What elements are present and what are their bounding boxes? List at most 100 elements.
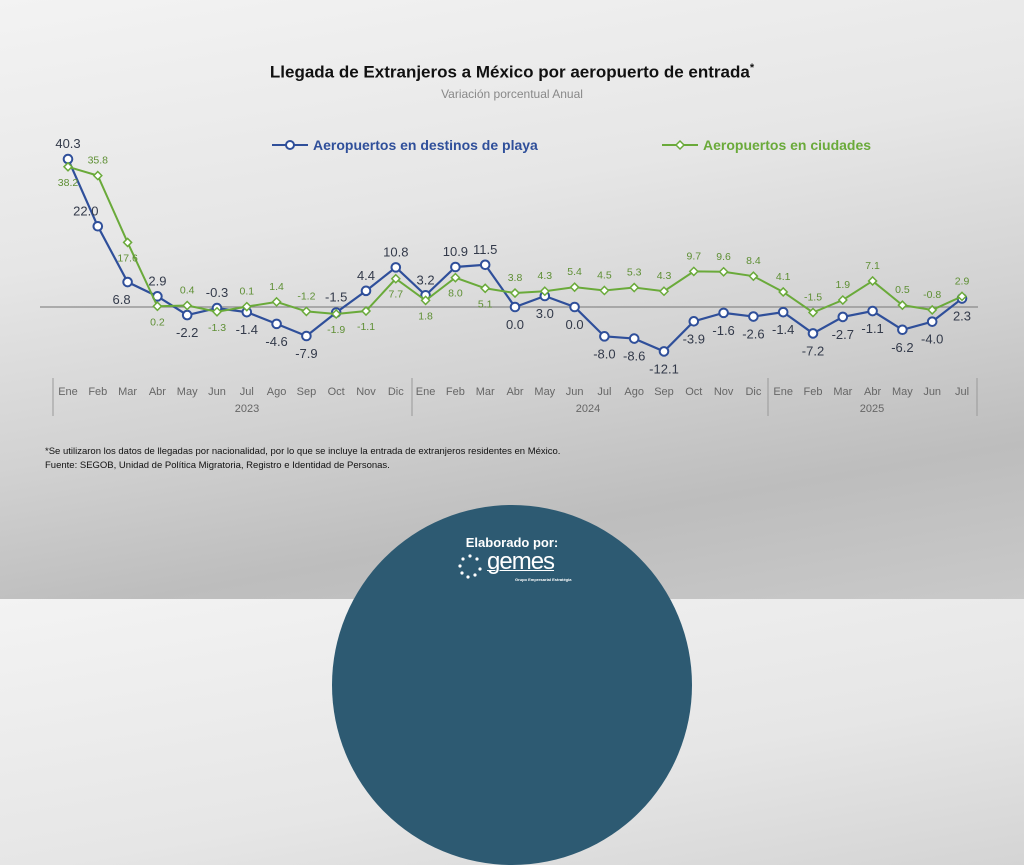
data-point bbox=[807, 307, 819, 318]
x-tick-label: Oct bbox=[685, 386, 702, 398]
chart-title: Llegada de Extranjeros a México por aero… bbox=[0, 62, 1024, 83]
data-point bbox=[897, 300, 908, 311]
x-tick-label: Jul bbox=[955, 386, 969, 398]
data-label: 4.3 bbox=[657, 270, 672, 282]
x-tick-label: Abr bbox=[149, 386, 166, 398]
x-tick-label: Jul bbox=[240, 386, 254, 398]
data-point bbox=[718, 266, 729, 277]
data-label: 5.4 bbox=[567, 266, 582, 278]
data-point bbox=[301, 330, 312, 342]
data-point bbox=[569, 282, 580, 293]
x-tick-label: Jul bbox=[597, 386, 611, 398]
data-label: 0.0 bbox=[506, 317, 524, 332]
data-label: 7.7 bbox=[388, 289, 403, 301]
x-tick-label: Nov bbox=[714, 386, 734, 398]
x-tick-label: Feb bbox=[804, 386, 823, 398]
data-point bbox=[509, 301, 521, 313]
data-point bbox=[390, 273, 401, 284]
gemes-logo: gemes Grupo Empresarial Estratégia bbox=[455, 548, 575, 586]
data-label: -1.4 bbox=[772, 322, 794, 337]
data-point bbox=[956, 291, 968, 302]
line-chart: Ene Feb Mar Abr May Jun Jul Ago Sep Oct Nov Dic Ene F… bbox=[40, 136, 978, 416]
x-tick-label: Nov bbox=[356, 386, 376, 398]
legend-marker-diamond-icon bbox=[674, 139, 686, 151]
footnote: *Se utilizaron los datos de llegadas por… bbox=[45, 446, 561, 457]
logo-dots-icon bbox=[458, 554, 482, 579]
data-label: 6.8 bbox=[113, 292, 131, 307]
data-label: 40.3 bbox=[55, 136, 80, 151]
x-tick-label: Dic bbox=[745, 386, 761, 398]
data-label: 1.4 bbox=[269, 281, 284, 293]
data-label: 3.0 bbox=[536, 306, 554, 321]
x-tick-label: Abr bbox=[506, 386, 523, 398]
data-point bbox=[271, 296, 282, 307]
data-label: 0.5 bbox=[895, 284, 910, 296]
data-label: 35.8 bbox=[88, 155, 109, 167]
data-point bbox=[241, 301, 252, 312]
chart-title-mark: * bbox=[749, 62, 755, 74]
data-label: 9.7 bbox=[686, 250, 701, 262]
x-tick-label: May bbox=[534, 386, 555, 398]
data-point bbox=[748, 271, 759, 282]
year-label: 2025 bbox=[860, 403, 884, 415]
data-point bbox=[420, 295, 431, 306]
data-label: 17.6 bbox=[117, 252, 138, 264]
x-tick-label: Oct bbox=[328, 386, 345, 398]
data-point bbox=[539, 286, 550, 297]
data-point bbox=[688, 266, 699, 277]
data-point bbox=[867, 275, 878, 287]
data-point bbox=[777, 306, 789, 318]
data-point bbox=[867, 305, 878, 317]
x-tick-label: Ago bbox=[267, 386, 287, 398]
x-tick-label: Jun bbox=[208, 386, 226, 398]
data-label: 9.6 bbox=[716, 251, 731, 263]
data-point bbox=[926, 316, 938, 327]
data-label: 4.4 bbox=[357, 268, 375, 283]
data-label: 10.8 bbox=[383, 244, 408, 259]
legend-label: Aeropuertos en destinos de playa bbox=[313, 137, 538, 153]
data-point bbox=[927, 304, 938, 315]
data-label: 4.1 bbox=[776, 271, 791, 283]
logo-tagline: Grupo Empresarial Estratégia bbox=[515, 577, 572, 582]
data-point bbox=[211, 306, 223, 317]
data-point bbox=[599, 285, 610, 296]
data-label: 11.5 bbox=[473, 242, 497, 257]
data-point bbox=[122, 237, 133, 248]
data-label: -8.6 bbox=[623, 349, 645, 364]
data-point bbox=[92, 170, 103, 181]
data-point bbox=[688, 316, 700, 327]
data-label: -2.7 bbox=[832, 327, 854, 342]
data-label: 3.2 bbox=[417, 272, 435, 287]
data-point bbox=[450, 272, 461, 283]
x-tick-label: Sep bbox=[654, 386, 674, 398]
data-point bbox=[450, 261, 461, 273]
data-point bbox=[181, 309, 193, 321]
data-point bbox=[479, 259, 491, 271]
data-label: 8.4 bbox=[746, 255, 761, 267]
data-label: 10.9 bbox=[443, 244, 468, 259]
data-point bbox=[509, 287, 521, 299]
logo-text: gemes bbox=[487, 548, 555, 575]
chart-title-text: Llegada de Extranjeros a México por aero… bbox=[269, 62, 750, 82]
x-tick-label: Mar bbox=[476, 386, 495, 398]
x-tick-label: May bbox=[892, 386, 913, 398]
data-label: 22.0 bbox=[73, 203, 98, 218]
data-point bbox=[122, 276, 133, 288]
data-label: -1.1 bbox=[357, 321, 375, 333]
data-label: 2.9 bbox=[148, 273, 166, 288]
data-label: -7.2 bbox=[802, 343, 824, 358]
year-label: 2023 bbox=[235, 403, 259, 415]
data-label: -8.0 bbox=[593, 346, 615, 361]
data-label: -1.5 bbox=[804, 292, 822, 304]
data-point bbox=[152, 301, 163, 312]
data-point bbox=[62, 161, 74, 172]
data-point bbox=[599, 331, 610, 342]
data-point bbox=[390, 262, 402, 273]
data-point bbox=[628, 333, 640, 344]
data-point bbox=[92, 220, 104, 232]
data-label: -2.2 bbox=[176, 325, 198, 340]
data-label: -2.6 bbox=[742, 327, 764, 342]
x-tick-label: Feb bbox=[88, 386, 107, 398]
x-tick-label: Ene bbox=[416, 386, 436, 398]
data-point bbox=[569, 301, 580, 313]
